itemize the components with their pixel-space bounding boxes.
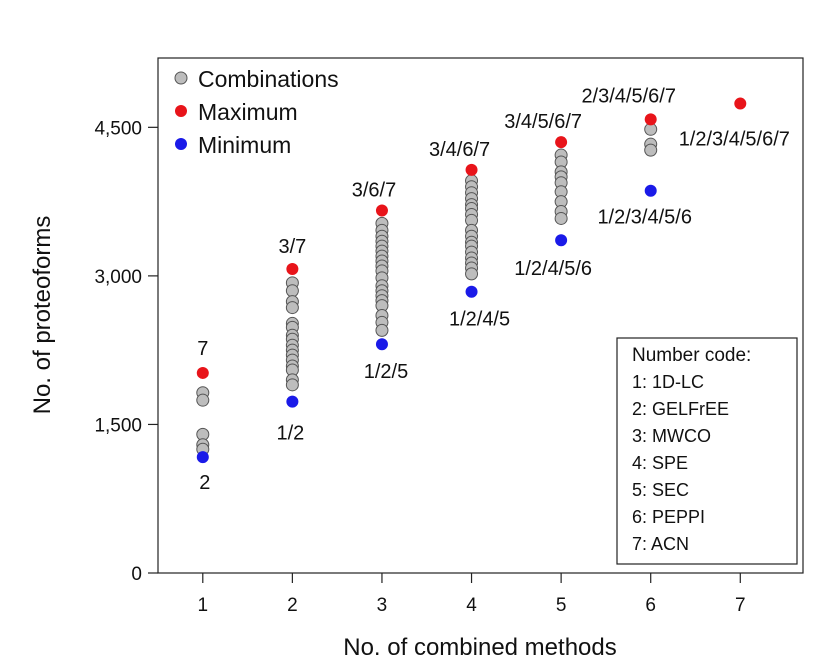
minimum-label: 1/2/4/5 [449, 309, 510, 331]
y-tick-label: 0 [131, 564, 142, 585]
minimum-label: 1/2/3/4/5/6 [597, 207, 692, 229]
combination-point [644, 143, 658, 157]
minimum-point [286, 395, 299, 408]
x-tick-label: 6 [645, 595, 656, 616]
y-tick-label: 4,500 [94, 118, 142, 139]
data-points [196, 97, 747, 464]
combination-point [285, 301, 299, 315]
legend-marker-maximum [175, 105, 187, 117]
maximum-point [286, 262, 299, 275]
x-tick-label: 2 [287, 595, 298, 616]
minimum-label: 2 [199, 472, 210, 494]
maximum-point [375, 204, 388, 217]
x-tick-label: 1 [198, 595, 209, 616]
number-code-item: 6: PEPPI [632, 507, 705, 527]
legend: Combinations Maximum Minimum [174, 66, 339, 158]
number-code-item: 4: SPE [632, 453, 688, 473]
maximum-label: 2/3/4/5/6/7 [581, 85, 676, 107]
combination-point [465, 267, 479, 281]
axes: 1 2 3 4 5 6 7 0 1,500 3,000 4,500 [94, 118, 745, 616]
combination-point [285, 284, 299, 298]
x-axis-label: No. of combined methods [343, 634, 616, 658]
minimum-label: 1/2/5 [364, 361, 408, 383]
number-code-item: 2: GELFrEE [632, 399, 729, 419]
number-code-item: 1: 1D-LC [632, 372, 704, 392]
y-axis-label: No. of proteoforms [29, 216, 56, 415]
number-code-item: 3: MWCO [632, 426, 711, 446]
legend-label-maximum: Maximum [198, 99, 298, 125]
maximum-label: 1/2/3/4/5/6/7 [679, 129, 790, 151]
x-tick-label: 4 [466, 595, 477, 616]
minimum-point [555, 234, 568, 247]
maximum-point [196, 366, 209, 379]
minimum-label: 1/2/4/5/6 [514, 258, 592, 280]
x-tick-label: 3 [377, 595, 388, 616]
combination-point [375, 323, 389, 337]
y-tick-label: 1,500 [94, 415, 142, 436]
minimum-label: 1/2 [276, 423, 304, 445]
maximum-point [465, 163, 478, 176]
combination-point [285, 378, 299, 392]
number-code-frame [616, 337, 798, 565]
combination-point [196, 393, 210, 407]
point-labels: 73/73/6/73/4/6/73/4/5/6/72/3/4/5/6/71/2/… [197, 85, 790, 494]
maximum-point [555, 136, 568, 149]
number-code-box: Number code: 1: 1D-LC 2: GELFrEE 3: MWCO… [616, 337, 798, 565]
combination-point [554, 211, 568, 225]
maximum-label: 3/4/5/6/7 [504, 111, 582, 133]
number-code-title: Number code: [632, 345, 751, 366]
y-tick-label: 3,000 [94, 267, 142, 288]
minimum-point [465, 285, 478, 298]
maximum-point [734, 97, 747, 110]
legend-marker-minimum [175, 138, 187, 150]
number-code-item: 5: SEC [632, 480, 689, 500]
legend-marker-combinations [174, 71, 188, 85]
maximum-label: 3/6/7 [352, 180, 396, 202]
plot-frame [157, 57, 804, 574]
x-tick-label: 5 [556, 595, 567, 616]
legend-label-minimum: Minimum [198, 132, 291, 158]
legend-label-combinations: Combinations [198, 66, 339, 92]
maximum-label: 3/4/6/7 [429, 139, 490, 161]
maximum-label: 7 [197, 338, 208, 360]
maximum-label: 3/7 [278, 236, 306, 258]
minimum-point [644, 184, 657, 197]
minimum-point [375, 338, 388, 351]
x-tick-label: 7 [735, 595, 746, 616]
number-code-item: 7: ACN [632, 534, 689, 554]
minimum-point [196, 451, 209, 464]
maximum-point [644, 113, 657, 126]
